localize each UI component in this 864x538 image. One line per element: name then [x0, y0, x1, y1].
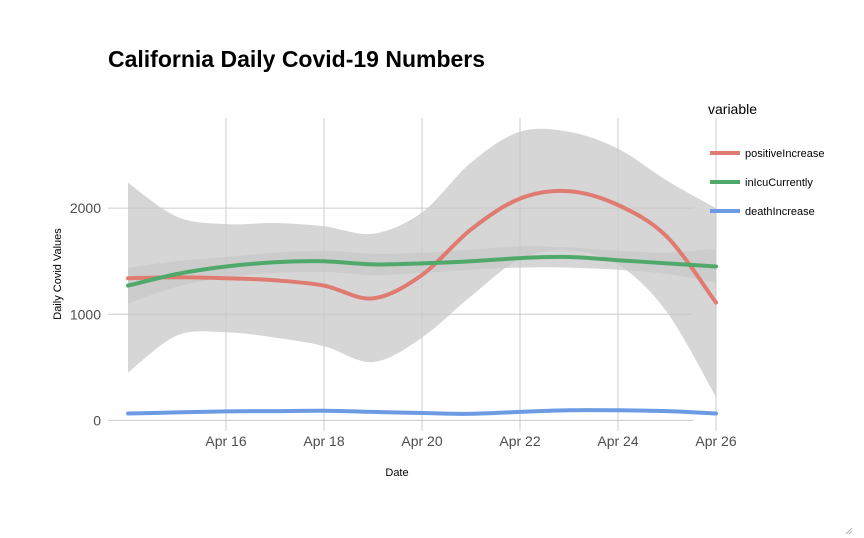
x-axis-ticks: Apr 16 Apr 18 Apr 20 Apr 22 Apr 24 Apr 26 [205, 433, 736, 449]
legend-label-inIcuCurrently: inIcuCurrently [745, 177, 813, 189]
legend: variable positiveIncrease inIcuCurrently d… [708, 101, 825, 218]
x-axis-title: Date [385, 467, 408, 479]
resize-grip-icon[interactable] [845, 527, 853, 535]
chart-title: California Daily Covid-19 Numbers [108, 46, 485, 72]
legend-label-deathIncrease: deathIncrease [745, 206, 815, 218]
series-line-inIcuCurrently [126, 254, 718, 288]
y-axis-ticks: 0 1000 2000 [70, 200, 101, 428]
legend-label-positiveIncrease: positiveIncrease [745, 148, 825, 160]
x-tick-label: Apr 24 [597, 433, 638, 449]
x-tick-label: Apr 26 [695, 433, 736, 449]
y-axis-title: Daily Covid Values [52, 228, 64, 320]
legend-title: variable [708, 101, 757, 117]
x-tick-label: Apr 18 [303, 433, 344, 449]
x-tick-label: Apr 22 [499, 433, 540, 449]
x-tick-label: Apr 16 [205, 433, 246, 449]
y-tick-label: 1000 [70, 306, 101, 322]
series-line-deathIncrease [126, 408, 718, 416]
series-line-positiveIncrease [126, 188, 718, 305]
x-tick-label: Apr 20 [401, 433, 442, 449]
y-tick-label: 0 [93, 412, 101, 428]
series-lines [126, 188, 718, 416]
y-tick-label: 2000 [70, 200, 101, 216]
